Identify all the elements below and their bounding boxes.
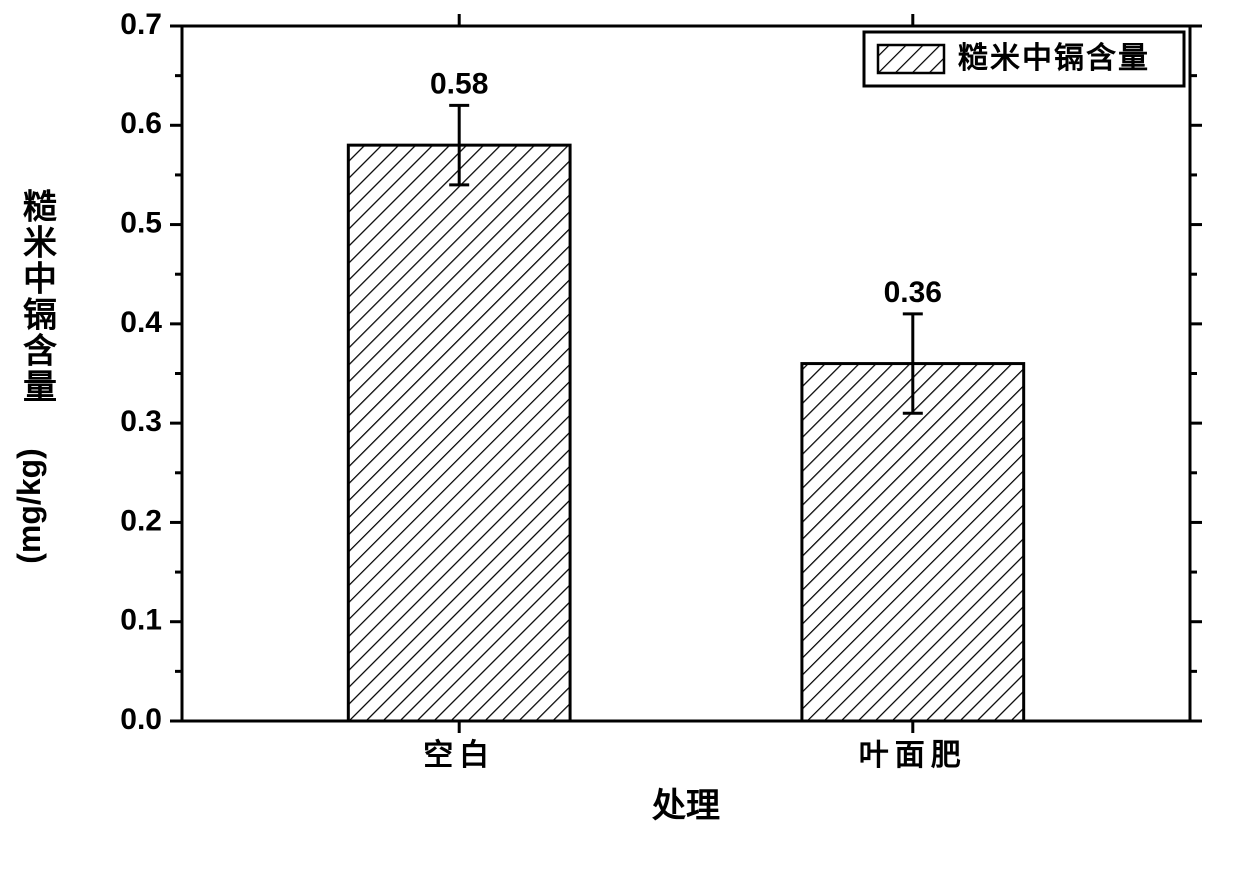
y-tick-label: 0.4 [120,306,162,339]
bar-value-label: 0.58 [430,67,488,100]
y-tick-label: 0.2 [120,504,162,537]
y-tick-label: 0.1 [120,604,162,637]
legend-label: 糙米中镉含量 [958,41,1150,75]
y-tick-label: 0.0 [120,703,162,736]
legend-swatch [878,45,944,73]
y-tick-label: 0.5 [120,206,162,239]
x-category-label: 叶面肥 [859,739,967,772]
y-axis-label-char: 糙 [23,189,57,227]
y-axis-label-char: 含 [23,333,58,371]
chart-svg: 0.0 0.1 0.2 0.3 0.4 0.5 0.6 0.7 空白 叶面肥 0.58 0.36 处理 糙… [0,0,1240,880]
y-axis-label-char: 量 [23,370,57,407]
plot-frame [182,26,1190,721]
y-tick-label: 0.7 [120,8,162,41]
x-axis-label: 处理 [651,787,720,825]
y-tick-label: 0.3 [120,405,162,438]
bar [348,145,570,721]
chart-container: 0.0 0.1 0.2 0.3 0.4 0.5 0.6 0.7 空白 叶面肥 0.58 0.36 处理 糙… [0,0,1240,880]
y-axis-label-unit: (mg/kg) [11,448,47,564]
y-tick-label: 0.6 [120,107,162,140]
y-axis-label-char: 镉 [23,297,57,335]
y-axis-label-char: 中 [23,261,57,299]
bar [802,364,1024,721]
bar-value-label: 0.36 [884,276,942,309]
y-axis-label-char: 米 [23,225,57,263]
x-category-label: 空白 [423,739,495,772]
